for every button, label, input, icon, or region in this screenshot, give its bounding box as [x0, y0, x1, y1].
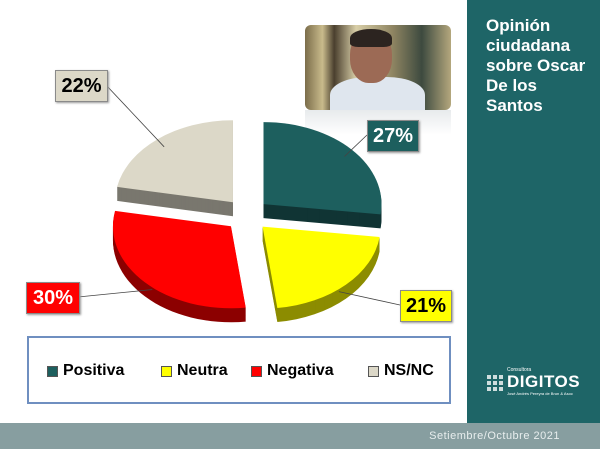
leader-line — [338, 291, 401, 306]
leader-line — [344, 134, 368, 157]
legend-label: Negativa — [267, 362, 334, 379]
leader-line — [105, 84, 165, 148]
pie-slice-nsnc — [117, 120, 233, 217]
pie-slice-neutra — [262, 226, 380, 323]
legend-swatch — [161, 365, 172, 377]
footer-bar: Setiembre/Octubre 2021 — [0, 423, 600, 449]
leader-line — [77, 289, 153, 298]
footer-date: Setiembre/Octubre 2021 — [429, 430, 560, 442]
title-panel — [467, 0, 600, 423]
legend-item-neutra: Neutra — [161, 362, 228, 380]
data-label-neutra: 21% — [400, 290, 452, 322]
data-label-nsnc: 22% — [55, 70, 108, 102]
legend-swatch — [47, 365, 58, 377]
slide-title: Opinión ciudadana sobre Oscar De los San… — [486, 16, 586, 115]
data-label-positiva: 27% — [367, 120, 419, 152]
legend-label: NS/NC — [384, 362, 434, 379]
chart-legend: Positiva Neutra Negativa NS/NC — [27, 336, 451, 404]
pie-slice-positiva — [263, 122, 382, 229]
legend-swatch — [368, 365, 379, 377]
legend-label: Neutra — [177, 362, 228, 379]
candidate-photo — [305, 25, 451, 110]
legend-item-negativa: Negativa — [251, 362, 334, 380]
pie-slice-negativa — [112, 210, 246, 323]
data-label-negativa: 30% — [26, 282, 80, 314]
legend-swatch — [251, 365, 262, 377]
legend-label: Positiva — [63, 362, 125, 379]
legend-item-positiva: Positiva — [47, 362, 124, 380]
legend-item-nsnc: NS/NC — [368, 362, 434, 380]
